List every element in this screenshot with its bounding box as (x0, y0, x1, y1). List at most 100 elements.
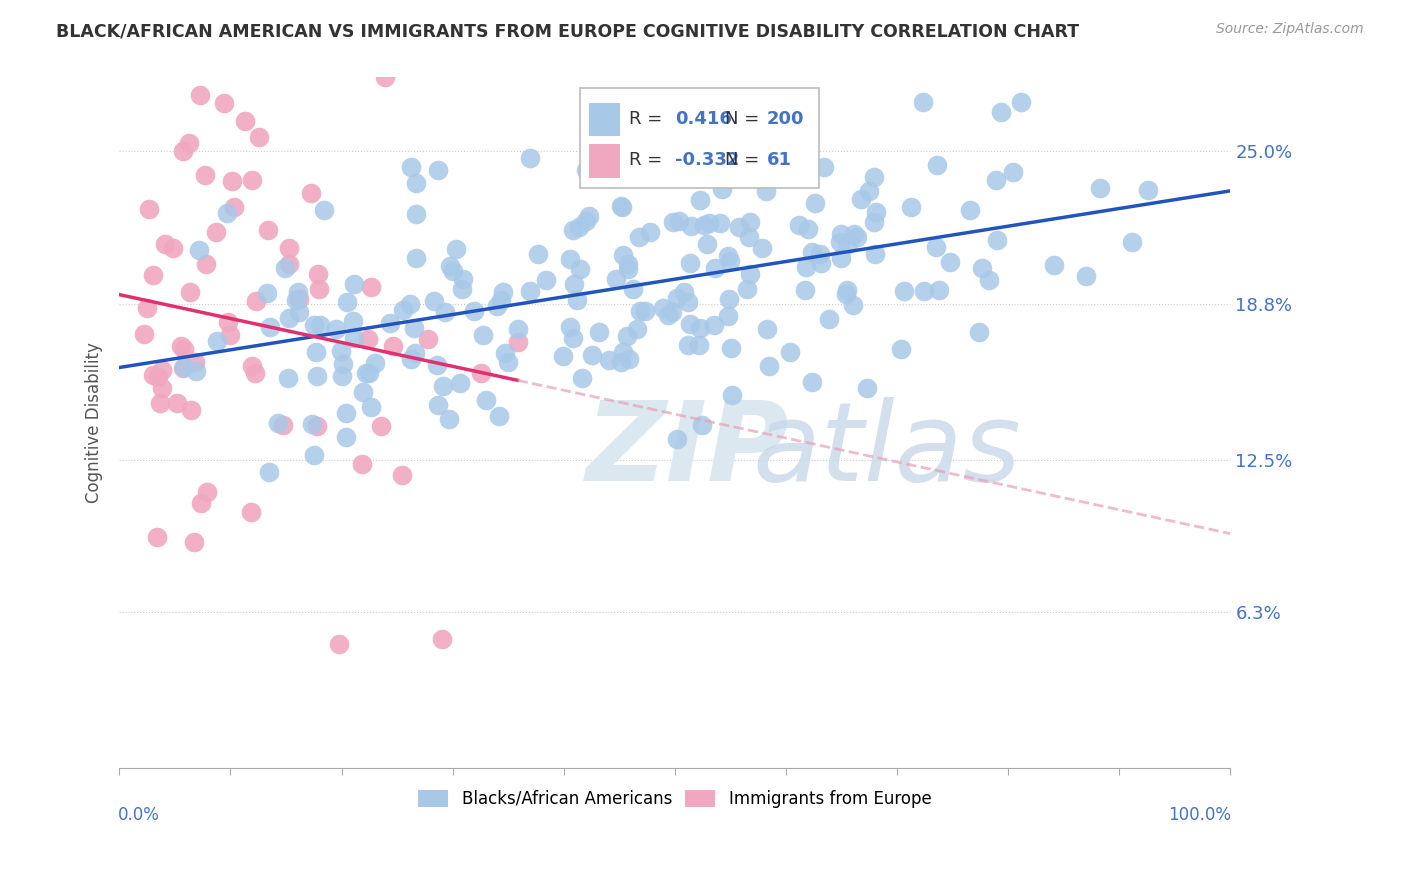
Point (166, 396, 188, 410)
Point (661, 304, 683, 318)
Point (804, 196, 827, 211)
Point (738, 229, 761, 244)
Point (519, 284, 541, 298)
Point (925, 240, 948, 254)
Point (492, 285, 515, 299)
Point (391, 302, 413, 317)
Point (738, 267, 761, 281)
Point (830, 252, 852, 266)
Point (243, 366, 266, 380)
Point (986, 233, 1008, 247)
Point (138, 202, 160, 217)
Point (787, 219, 810, 233)
Point (844, 227, 866, 241)
Point (568, 220, 591, 235)
Point (188, 243, 211, 257)
Point (755, 322, 778, 336)
Point (430, 632, 453, 646)
Point (134, 326, 156, 341)
Point (1010, 95, 1032, 109)
Point (617, 257, 640, 271)
Point (863, 169, 886, 184)
Point (288, 305, 311, 319)
Point (1076, 268, 1098, 283)
Point (893, 284, 915, 298)
Point (259, 319, 281, 334)
Point (382, 339, 405, 353)
Point (588, 326, 610, 340)
Point (247, 130, 270, 145)
Point (360, 401, 382, 415)
Point (846, 229, 869, 244)
Point (426, 358, 449, 372)
Point (350, 457, 373, 471)
Point (172, 144, 194, 158)
Point (835, 286, 858, 301)
Point (717, 310, 740, 324)
Point (402, 321, 425, 335)
Point (302, 318, 325, 332)
Point (575, 163, 598, 178)
Point (405, 207, 427, 221)
Point (301, 417, 323, 431)
Point (343, 277, 366, 291)
Point (183, 534, 205, 549)
Point (689, 194, 711, 208)
Point (142, 368, 165, 383)
Point (179, 136, 201, 150)
Point (751, 140, 773, 154)
Point (617, 352, 640, 367)
Point (717, 292, 740, 306)
Point (173, 359, 195, 374)
Point (1043, 258, 1066, 272)
Point (314, 203, 336, 218)
Point (652, 301, 675, 316)
Point (668, 214, 690, 228)
Point (928, 283, 950, 297)
Point (342, 314, 364, 328)
Point (828, 235, 851, 249)
Point (977, 273, 1000, 287)
Point (865, 247, 887, 261)
Text: 0.0%: 0.0% (118, 805, 160, 823)
Point (494, 346, 516, 360)
Point (405, 176, 427, 190)
Point (305, 418, 328, 433)
FancyBboxPatch shape (581, 87, 820, 188)
Point (676, 337, 699, 351)
Text: R =: R = (630, 110, 662, 128)
Point (304, 448, 326, 462)
Point (332, 357, 354, 371)
Point (423, 294, 446, 309)
Point (927, 158, 949, 172)
Text: 0.416: 0.416 (675, 110, 731, 128)
Point (1001, 164, 1024, 178)
Point (569, 261, 592, 276)
Point (148, 396, 170, 410)
Point (612, 247, 634, 261)
Point (728, 219, 751, 234)
Point (307, 368, 329, 383)
Point (578, 209, 600, 223)
Point (426, 398, 449, 412)
Point (534, 273, 557, 287)
Point (612, 200, 634, 214)
Point (416, 332, 439, 346)
Point (404, 346, 426, 360)
Point (218, 328, 240, 343)
Point (184, 355, 207, 369)
Point (678, 317, 700, 331)
Point (179, 285, 201, 299)
Point (717, 249, 740, 263)
Point (666, 291, 689, 305)
Point (634, 303, 657, 318)
Point (617, 262, 640, 277)
Point (703, 260, 725, 275)
Point (703, 318, 725, 333)
Point (661, 126, 683, 140)
Text: 61: 61 (768, 152, 792, 169)
Point (801, 375, 824, 389)
Point (135, 301, 157, 315)
Point (217, 315, 239, 329)
Point (808, 246, 831, 260)
